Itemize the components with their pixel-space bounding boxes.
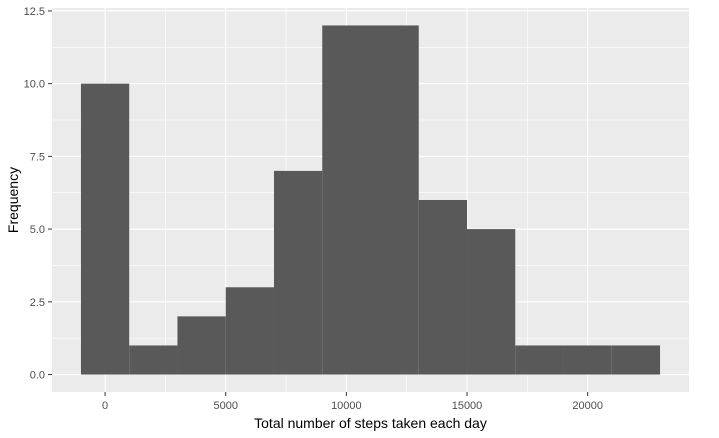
histogram-bar	[611, 345, 661, 375]
histogram-bar	[515, 345, 564, 375]
x-tick-label: 0	[102, 400, 108, 412]
x-tick-label: 10000	[331, 400, 362, 412]
histogram-bar	[467, 229, 516, 375]
histogram-bar	[418, 200, 468, 375]
y-axis-title: Frequency	[5, 167, 21, 233]
histogram-bar	[177, 316, 226, 375]
y-tick-label: 2.5	[30, 297, 45, 309]
histogram-bar	[273, 170, 323, 375]
histogram-bar	[370, 25, 419, 375]
histogram-bar	[563, 345, 612, 375]
x-tick-label: 15000	[452, 400, 483, 412]
y-tick-label: 0.0	[30, 370, 45, 382]
histogram-bar	[129, 345, 178, 375]
histogram-bar	[322, 25, 371, 375]
x-tick-label: 20000	[572, 400, 603, 412]
y-tick-label: 5.0	[30, 224, 45, 236]
y-tick-label: 12.5	[24, 6, 45, 18]
y-tick-label: 7.5	[30, 151, 45, 163]
histogram-bar	[225, 287, 274, 375]
x-axis: 0 5000 10000 15000 20000	[102, 392, 603, 412]
histogram-bars	[80, 25, 661, 375]
histogram-bar	[80, 83, 130, 375]
y-tick-label: 10.0	[24, 79, 45, 91]
y-axis: 0.0 2.5 5.0 7.5 10.0 12.5	[24, 6, 52, 382]
x-axis-title: Total number of steps taken each day	[254, 415, 487, 431]
x-tick-label: 5000	[213, 400, 237, 412]
